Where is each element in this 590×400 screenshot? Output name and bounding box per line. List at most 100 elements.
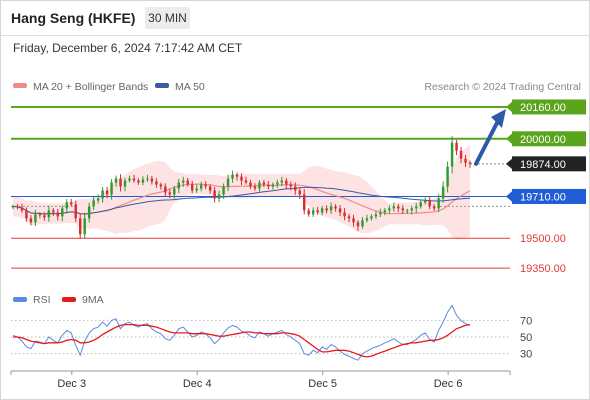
target-level-tag-pointer: [506, 132, 513, 145]
candle-body: [262, 182, 266, 185]
candle-body: [415, 206, 418, 209]
x-axis-tick-label: Dec 5: [308, 378, 337, 390]
candle-body: [47, 210, 51, 218]
candle-body: [20, 207, 24, 211]
candle-body: [159, 184, 163, 187]
chart-header: Hang Seng (HKFE) 30 MIN: [0, 0, 590, 36]
rsi-tick-label: 70: [520, 315, 532, 327]
current-level-tag: [512, 156, 586, 172]
candle-body: [383, 210, 387, 213]
candle-body: [137, 180, 140, 183]
candle-body: [441, 186, 445, 199]
bollinger-band-fill: [13, 145, 470, 240]
candle-body: [182, 180, 185, 183]
candle-body: [208, 186, 212, 191]
candle-body: [150, 178, 154, 182]
candle-body: [392, 206, 396, 209]
x-axis: Dec 3 Dec 4 Dec 5 Dec 6: [10, 370, 511, 390]
candle-body: [110, 182, 113, 195]
candle-body: [226, 178, 230, 187]
candle-body: [258, 182, 261, 189]
level-labels: 20160.00 20000.00 19874.00 19710.00 19500.00…: [506, 99, 586, 275]
candle-body: [56, 212, 60, 217]
target-arrow-head: [491, 108, 506, 128]
ma20-legend-label: MA 20 + Bollinger Bands: [33, 81, 148, 93]
candle-body: [320, 208, 324, 213]
target-level-tag-pointer: [506, 100, 513, 113]
x-axis-tick-label: Dec 6: [434, 378, 463, 390]
candle-body: [428, 200, 431, 207]
candle-body: [119, 178, 122, 187]
current-level-tag-pointer: [506, 157, 513, 170]
x-axis-tick-label: Dec 3: [57, 378, 86, 390]
rsi-panel: 70 50 30: [11, 304, 532, 361]
rsi-ma-legend-swatch: [62, 297, 76, 302]
candle-body: [379, 212, 382, 215]
candle-body: [365, 218, 369, 221]
candle-body: [303, 194, 306, 211]
rsi-line: [12, 304, 471, 361]
candle-body: [338, 208, 342, 213]
candle-body: [271, 184, 275, 187]
candle-body: [249, 182, 252, 187]
candle-body: [173, 188, 176, 195]
rsi-legend-label: RSI: [33, 294, 51, 306]
support-level-label: 19500.00: [520, 233, 566, 245]
candle-body: [307, 210, 310, 215]
candle-body: [240, 176, 243, 181]
candle-body: [96, 198, 100, 201]
candle-body: [25, 210, 28, 219]
candle-body: [325, 208, 328, 211]
candle-body: [455, 142, 458, 151]
candle-body: [222, 186, 225, 195]
ma20-legend-swatch: [13, 83, 27, 88]
pivot-level-tag-pointer: [506, 190, 513, 203]
candle-body: [253, 186, 257, 189]
level-lines: [11, 105, 510, 269]
candle-body: [347, 216, 351, 219]
candle-body: [114, 178, 118, 183]
candle-body: [294, 186, 297, 191]
candle-body: [11, 206, 15, 208]
pivot-level-label: 19710.00: [520, 191, 566, 203]
candle-body: [177, 182, 180, 189]
candle-body: [83, 218, 86, 235]
target-arrow-shaft: [474, 118, 500, 166]
timeframe-badge[interactable]: 30 MIN: [145, 7, 190, 29]
candle-body: [419, 202, 422, 207]
candle-body: [195, 188, 198, 191]
candle-body: [186, 180, 189, 185]
candle-body: [343, 212, 346, 217]
candle-body: [16, 206, 19, 208]
rsi-legend-swatch: [13, 297, 27, 302]
ma50-legend-swatch: [155, 83, 169, 88]
target-level-label: 20160.00: [520, 102, 566, 114]
candle-body: [285, 180, 288, 185]
target-level-tag: [512, 99, 586, 115]
candle-body: [213, 190, 216, 199]
candle-body: [101, 190, 104, 199]
candle-body: [34, 214, 37, 223]
candle-body: [78, 218, 82, 235]
support-level-label: 19350.00: [520, 263, 566, 275]
candle-body: [123, 180, 127, 187]
candle-body: [298, 190, 301, 195]
candle-body: [450, 142, 454, 167]
candle-body: [65, 202, 68, 209]
candle-body: [406, 210, 409, 212]
candle-body: [432, 206, 436, 209]
current-level-label: 19874.00: [520, 159, 566, 171]
candle-body: [146, 178, 149, 180]
candle-body: [141, 179, 145, 183]
candle-body: [43, 215, 46, 218]
rsi-ma-line: [13, 323, 471, 358]
candle-body: [267, 184, 270, 187]
candle-body: [87, 206, 91, 219]
candle-body: [397, 206, 400, 209]
candle-body: [199, 184, 203, 189]
candle-body: [352, 218, 355, 223]
bollinger-bands: [13, 145, 470, 240]
candle-body: [423, 200, 427, 203]
candle-body: [168, 192, 172, 195]
header-divider: [0, 35, 590, 36]
